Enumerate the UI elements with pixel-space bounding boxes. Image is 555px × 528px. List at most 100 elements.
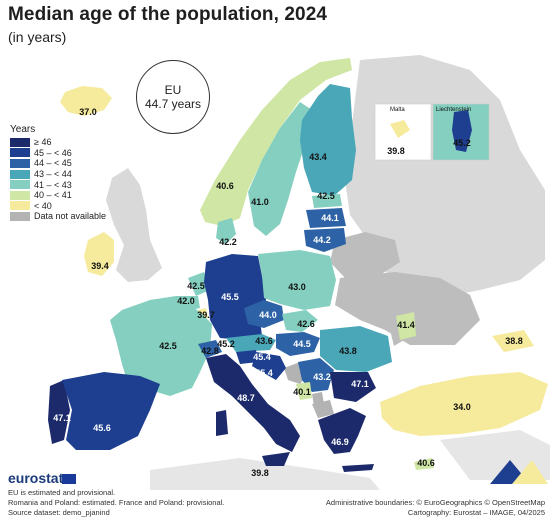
label-slovenia: 45.2 [217, 339, 235, 349]
legend-swatch [10, 190, 30, 200]
country-cyprus [414, 458, 434, 470]
legend-swatch [10, 169, 30, 179]
chart-title: Median age of the population, 2024 [8, 4, 328, 25]
label-hungary: 44.5 [293, 339, 311, 349]
inset-label-liechtenstein: Liechtenstein [436, 107, 471, 113]
label-bulgaria: 47.1 [351, 379, 369, 389]
label-slovakia: 42.6 [297, 319, 315, 329]
country-finland [300, 84, 356, 196]
inset-value-malta: 39.8 [387, 146, 405, 156]
country-slovenia [236, 350, 258, 364]
country-greece [318, 408, 366, 454]
country-turkey [380, 372, 548, 436]
legend-swatch [10, 201, 30, 211]
legend-swatch [10, 180, 30, 190]
label-poland: 43.0 [288, 282, 306, 292]
label-greece: 46.9 [331, 437, 349, 447]
label-finland: 43.4 [309, 152, 327, 162]
country-italy [206, 354, 300, 452]
eu-average-badge: EU 44.7 years [136, 60, 210, 134]
legend-item: Data not available [10, 211, 106, 222]
legend-swatch [10, 137, 30, 147]
country-ireland [84, 232, 114, 276]
label-belgium: 42.0 [177, 296, 195, 306]
legend-item: ≥ 46 [10, 137, 106, 148]
country-moldova-value-area [396, 312, 416, 340]
label-georgia: 38.8 [505, 336, 523, 346]
label-cyprus: 40.6 [417, 458, 435, 468]
label-austria: 43.6 [255, 336, 273, 346]
country-spain [62, 372, 160, 450]
country-denmark [216, 218, 236, 244]
label-france: 42.5 [159, 341, 177, 351]
legend-swatch [10, 148, 30, 158]
legend-label: 45 – < 46 [34, 147, 72, 158]
label-portugal: 47.1 [53, 413, 71, 423]
country-latvia [306, 208, 346, 228]
label-netherlands: 42.5 [187, 281, 205, 291]
country-bulgaria [330, 372, 376, 402]
eu-average-label: EU [164, 83, 182, 97]
footer-notes: EU is estimated and provisional. Romania… [8, 488, 224, 518]
chart-subtitle: (in years) [8, 29, 67, 45]
legend-item: 41 – < 43 [10, 179, 106, 190]
malta-inset-frame [374, 103, 432, 161]
country-poland [258, 250, 336, 310]
country-croatia [252, 352, 286, 380]
country-italy-sicily [262, 452, 290, 466]
inset-label-malta: Malta [390, 107, 405, 113]
label-ireland: 39.4 [91, 261, 109, 271]
region-ukraine-grey [335, 272, 480, 345]
legend-item: < 40 [10, 201, 106, 212]
eurostat-logo: eurostat [8, 470, 64, 486]
region-africa-grey [150, 458, 380, 490]
country-hungary [276, 332, 320, 356]
legend-label: 40 – < 41 [34, 190, 72, 201]
country-georgia [492, 330, 534, 352]
legend-swatch [10, 158, 30, 168]
footer-note-2: Romania and Poland: estimated. France an… [8, 498, 225, 507]
legend-label: 43 – < 44 [34, 169, 72, 180]
country-liechtenstein [452, 110, 472, 152]
label-switzerland: 42.8 [201, 346, 219, 356]
legend-item: 43 – < 44 [10, 169, 106, 180]
legend-title: Years [10, 124, 36, 135]
legend-label: < 40 [34, 200, 52, 211]
country-portugal [48, 380, 70, 444]
eu-flag-icon [62, 474, 76, 484]
label-croatia-coast: 45.4 [255, 368, 273, 378]
label-denmark: 42.2 [219, 237, 237, 247]
legend: ≥ 46 45 – < 46 44 – < 45 43 – < 44 41 – < 43… [10, 137, 106, 222]
label-czechia: 44.0 [259, 310, 277, 320]
label-serbia: 43.2 [313, 372, 331, 382]
label-croatia: 45.4 [253, 352, 271, 362]
country-macedonia-albania [312, 400, 334, 418]
label-estonia: 42.5 [317, 191, 335, 201]
country-switzerland [198, 340, 222, 358]
label-romania: 43.8 [339, 346, 357, 356]
eu-average-value: 44.7 years [144, 97, 202, 111]
country-italy-sardinia [216, 410, 228, 436]
country-france [110, 296, 212, 396]
country-greece-crete [342, 464, 374, 472]
country-malta [390, 120, 410, 138]
country-slovakia [282, 310, 318, 332]
inset-value-liechtenstein: 45.2 [453, 138, 471, 148]
label-sweden: 41.0 [251, 197, 269, 207]
legend-item: 44 – < 45 [10, 158, 106, 169]
label-italy: 48.7 [237, 393, 255, 403]
legend-swatch [10, 211, 30, 221]
brand-graphic-yellow [512, 460, 548, 484]
label-luxembourg: 39.7 [197, 310, 215, 320]
footer-note-3: Source dataset: demo_pjanind [8, 508, 110, 517]
country-norway [200, 58, 352, 226]
footer-credits: Administrative boundaries: © EuroGeograp… [326, 498, 545, 518]
label-malta-south: 39.8 [251, 468, 269, 478]
legend-label: Data not available [34, 211, 107, 222]
country-sweden [248, 102, 312, 236]
label-spain: 45.6 [93, 423, 111, 433]
country-lithuania [304, 228, 346, 252]
legend-label: 44 – < 45 [34, 158, 72, 169]
region-uk-grey [106, 168, 162, 282]
